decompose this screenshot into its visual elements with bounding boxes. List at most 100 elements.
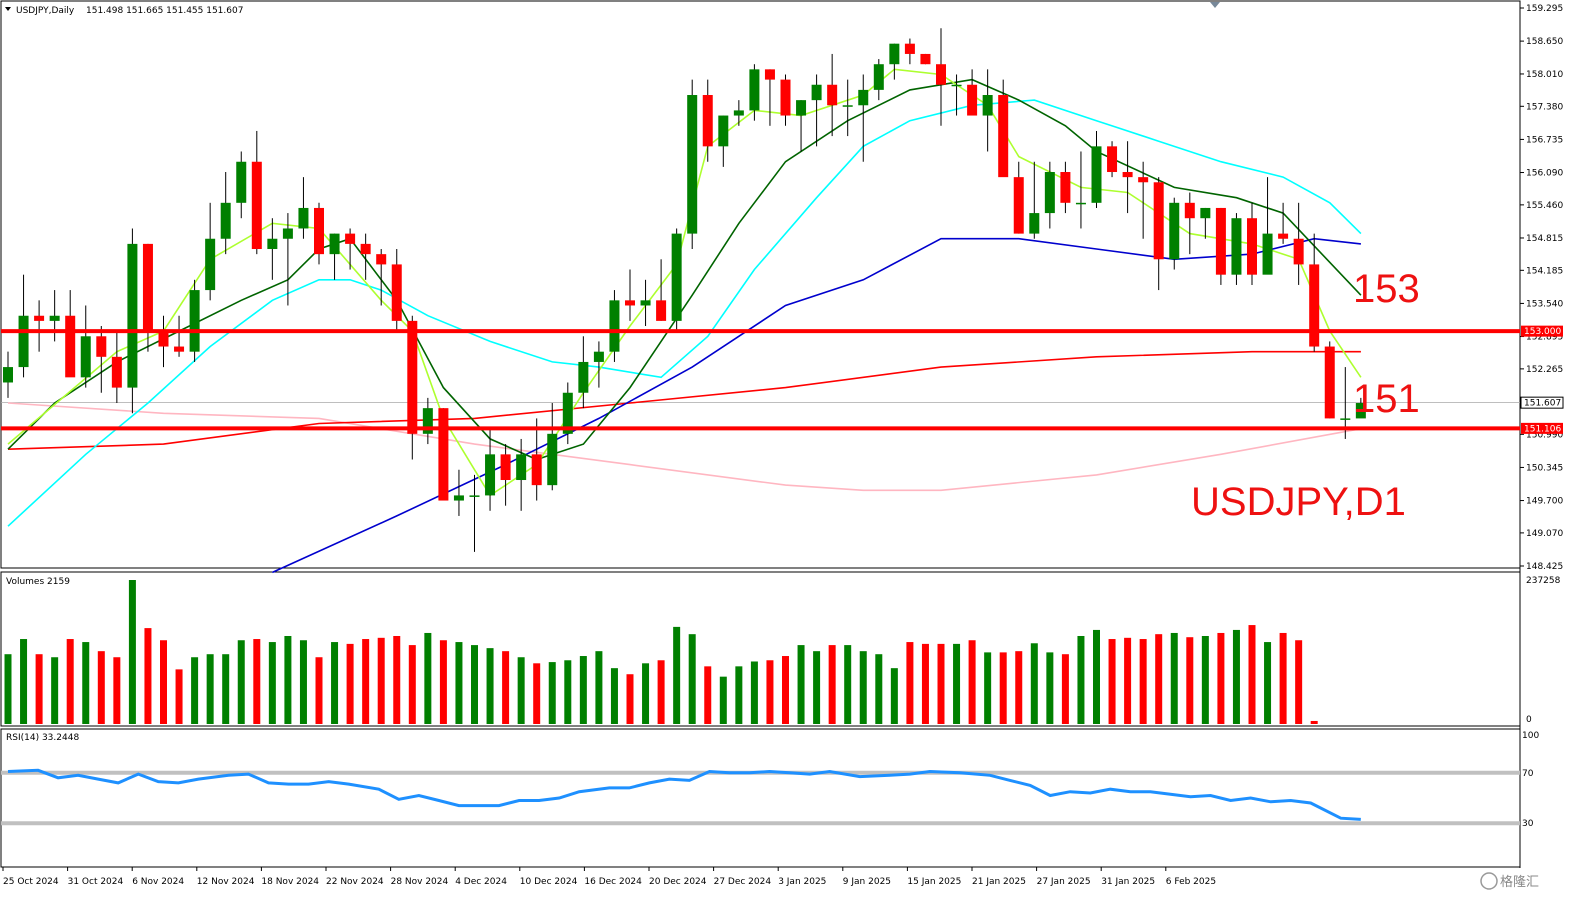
volume-bar (424, 632, 432, 724)
date-axis-tick: 4 Dec 2024 (455, 877, 507, 887)
date-axis-tick: 6 Nov 2024 (132, 877, 184, 887)
candle-body (298, 207, 309, 229)
volume-bar (1061, 654, 1069, 724)
candle-body (236, 161, 247, 203)
candle-body (96, 336, 107, 357)
date-axis-tick: 27 Dec 2024 (714, 877, 772, 887)
volume-bar (471, 645, 478, 724)
candle-body (593, 351, 604, 362)
volume-bar (844, 645, 852, 724)
candle-body (376, 254, 387, 265)
candle-body (702, 95, 713, 147)
title-triangle-icon[interactable] (5, 7, 11, 11)
volume-bar (1015, 651, 1023, 724)
volume-bar (1046, 652, 1054, 724)
candle-body (1075, 202, 1086, 205)
price-axis-tick: 153.540 (1526, 299, 1563, 309)
candle-body (251, 161, 262, 250)
candle-body (220, 202, 231, 239)
level-153-price-label: 153.000 (1524, 327, 1561, 337)
rsi-line (7, 768, 1361, 821)
volume-bar (813, 651, 821, 724)
rsi-axis-tick: 100 (1522, 731, 1539, 741)
volume-bar (4, 654, 12, 724)
volume-bar (1279, 632, 1287, 724)
volume-bar (35, 654, 43, 724)
candle-body (827, 84, 838, 106)
price-axis-tick: 158.650 (1526, 37, 1563, 47)
annotation-151: 151 (1353, 377, 1420, 421)
volume-bar (144, 628, 152, 724)
candle-body (314, 207, 324, 255)
candle-body (1138, 177, 1149, 183)
rsi-axis-tick: 70 (1522, 769, 1534, 779)
date-axis-tick: 31 Oct 2024 (68, 877, 124, 887)
volume-bar (315, 657, 323, 724)
price-axis-tick: 155.460 (1526, 201, 1563, 211)
volume-bar (455, 642, 463, 724)
candle-body (640, 300, 651, 306)
volume-bar (113, 657, 121, 724)
candle-body (174, 346, 185, 352)
volume-bar (20, 639, 28, 724)
volume-bar (408, 645, 416, 724)
volume-bar (1248, 625, 1256, 724)
candle-body (1200, 207, 1211, 219)
volume-bar (175, 669, 183, 724)
level-153-price-box (1521, 325, 1563, 337)
volume-bar (1232, 629, 1240, 724)
candle-body (1013, 177, 1024, 234)
volume-bar (953, 643, 961, 724)
candle-body (1231, 218, 1242, 275)
volume-bar (968, 640, 976, 724)
volume-bar (97, 651, 105, 724)
candle-body (951, 84, 962, 87)
current-price-box (1520, 396, 1564, 409)
price-axis-tick: 150.345 (1526, 463, 1563, 473)
volume-bar (191, 657, 199, 724)
volume-bar (1108, 639, 1116, 724)
collapse-arrow-icon[interactable] (1210, 2, 1220, 8)
volume-bar (393, 635, 401, 724)
volume-panel-label: Volumes 2159 (6, 577, 70, 587)
annotation-153: 153 (1353, 267, 1420, 311)
volume-bar (564, 660, 572, 724)
candle-body (127, 243, 138, 388)
candle-body (65, 315, 76, 378)
volume-bar (579, 656, 587, 724)
volume-bar (1139, 639, 1147, 724)
candle-body (391, 264, 402, 321)
price-axis-tick: 152.265 (1526, 365, 1563, 375)
volume-bar (782, 656, 789, 724)
candle-body (873, 64, 884, 90)
price-axis-tick: 154.815 (1526, 234, 1563, 244)
candle-body (345, 233, 356, 244)
candle-body (111, 356, 122, 388)
volume-bar (1217, 632, 1225, 724)
volume-bar (299, 640, 307, 724)
candle-body (578, 361, 589, 393)
volume-bar (719, 676, 727, 724)
candle-body (516, 454, 527, 481)
watermark-logo: 格隆汇 (1480, 872, 1539, 890)
candle-body (625, 300, 635, 306)
price-axis-tick: 149.070 (1526, 529, 1563, 539)
volume-bar (704, 666, 712, 724)
volume-panel (4, 580, 1318, 724)
volume-bar (673, 626, 681, 724)
candle-body (656, 300, 667, 321)
date-axis-tick: 25 Oct 2024 (3, 877, 59, 887)
date-axis-tick: 18 Nov 2024 (261, 877, 319, 887)
volume-bar (486, 648, 494, 724)
candle-body (982, 95, 993, 116)
price-axis-tick: 149.700 (1526, 497, 1563, 507)
candle-body (718, 115, 729, 147)
price-axis-tick: 159.295 (1526, 4, 1563, 14)
candle-body (3, 367, 13, 383)
date-axis-tick: 15 Jan 2025 (907, 877, 961, 887)
volume-bar (1093, 629, 1100, 724)
volume-bar (206, 654, 214, 724)
candle-body (1215, 207, 1226, 275)
candle-body (205, 238, 216, 291)
